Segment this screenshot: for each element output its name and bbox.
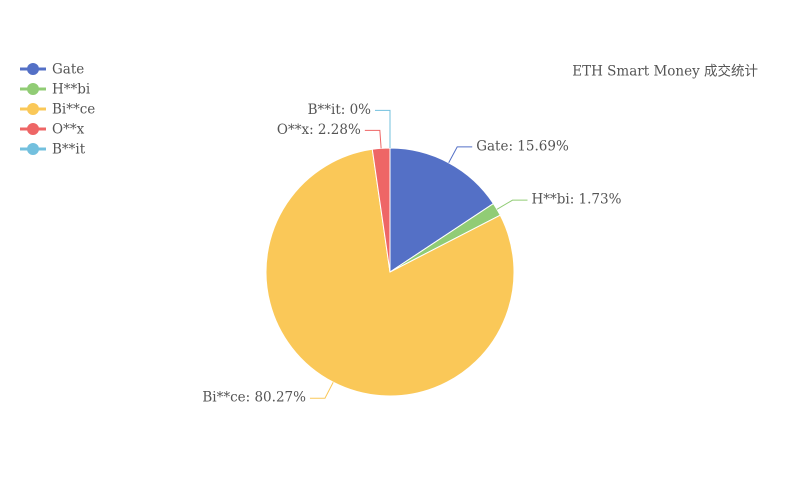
label-line xyxy=(375,109,391,148)
legend-label: O**x xyxy=(52,122,85,138)
legend-item: Bi**ce xyxy=(20,102,95,118)
legend-label: Bi**ce xyxy=(52,102,95,118)
legend-symbol xyxy=(27,63,39,75)
legend-symbol xyxy=(27,103,39,115)
legend-item: H**bi xyxy=(20,82,91,98)
pie-slice xyxy=(389,147,495,273)
legend-label: H**bi xyxy=(52,82,91,98)
data-label: Gate: 15.69% xyxy=(476,138,569,154)
legend-item: Gate xyxy=(20,62,84,78)
data-label: O**x: 2.28% xyxy=(277,122,361,138)
legend-item: O**x xyxy=(20,122,85,138)
data-label: B**it: 0% xyxy=(308,102,372,118)
legend-symbol xyxy=(27,83,39,95)
legend-symbol xyxy=(27,143,39,155)
legend-item: B**it xyxy=(20,142,86,158)
label-line xyxy=(364,129,382,149)
label-line xyxy=(448,146,473,164)
label-line xyxy=(309,381,334,399)
legend-symbol xyxy=(27,123,39,135)
legend-label: Gate xyxy=(52,62,84,78)
label-line xyxy=(496,199,528,210)
data-label: H**bi: 1.73% xyxy=(531,192,621,208)
chart-title: ETH Smart Money 成交统计 xyxy=(572,63,758,80)
data-label: Bi**ce: 80.27% xyxy=(202,390,306,406)
legend-label: B**it xyxy=(52,142,86,158)
